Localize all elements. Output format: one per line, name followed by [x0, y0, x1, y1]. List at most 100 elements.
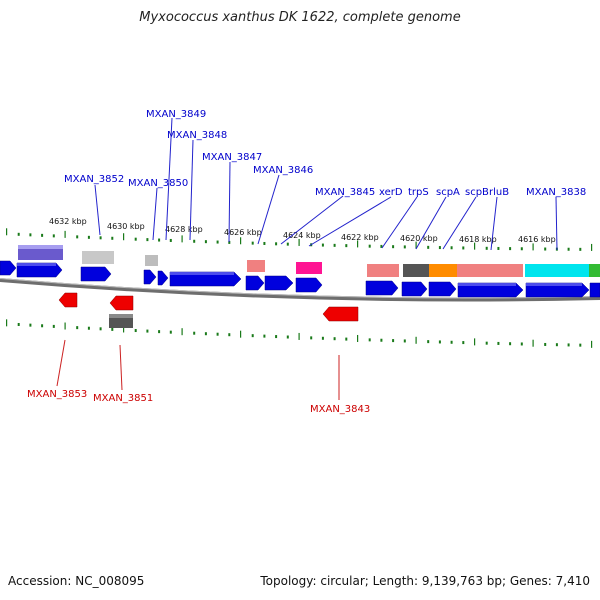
minor-tick — [193, 239, 196, 243]
major-tick — [591, 243, 593, 251]
forward-gene-arrow — [428, 281, 457, 297]
minor-tick — [111, 236, 114, 240]
major-tick — [240, 330, 242, 338]
minor-tick — [392, 339, 395, 343]
minor-tick — [579, 343, 582, 347]
minor-tick — [462, 341, 465, 345]
major-tick — [123, 325, 125, 333]
major-tick — [591, 340, 593, 348]
reverse-gene-arrow — [322, 306, 359, 322]
minor-tick — [99, 236, 102, 240]
minor-tick — [427, 245, 430, 249]
minor-tick — [403, 339, 406, 343]
minor-tick — [52, 324, 55, 328]
minor-tick — [134, 237, 137, 241]
minor-tick — [450, 246, 453, 250]
forward-gene-arrow — [365, 280, 399, 296]
major-tick — [415, 241, 417, 249]
feature-block — [403, 264, 429, 277]
minor-tick — [52, 234, 55, 238]
minor-tick — [567, 343, 570, 347]
ruler-label: 4630 kbp — [107, 222, 145, 231]
minor-tick — [275, 242, 278, 246]
feature-block — [82, 251, 114, 264]
minor-tick — [251, 334, 254, 338]
minor-tick — [520, 342, 523, 346]
reverse-genes — [58, 292, 359, 322]
ruler-label: 4632 kbp — [49, 217, 87, 226]
minor-tick — [286, 335, 289, 339]
minor-tick — [380, 244, 383, 248]
major-tick — [357, 334, 359, 342]
reverse-gene-arrow — [58, 292, 78, 308]
reverse-gene-labels: MXAN_3853 MXAN_3851 MXAN_3843 — [27, 389, 370, 415]
ruler-labels: 4632 kbp 4630 kbp 4628 kbp 4626 kbp 4624… — [49, 217, 556, 244]
feature-block — [367, 264, 399, 277]
minor-tick — [380, 338, 383, 342]
gene-label-mxan-3851: MXAN_3851 — [93, 393, 153, 404]
gene-label-mxan-3845: MXAN_3845 — [315, 187, 375, 198]
major-tick — [181, 328, 183, 336]
minor-tick — [497, 341, 500, 345]
gene-label-mxan-3848: MXAN_3848 — [167, 130, 227, 141]
ruler-label: 4624 kbp — [283, 231, 321, 240]
accession-text: Accession: NC_008095 — [8, 574, 145, 588]
gene-label-rlub: rluB — [489, 187, 509, 198]
minor-tick — [345, 337, 348, 341]
minor-tick — [392, 245, 395, 249]
minor-tick — [485, 246, 488, 250]
minor-tick — [403, 245, 406, 249]
minor-tick — [485, 341, 488, 345]
minor-tick — [263, 241, 266, 245]
minor-tick — [216, 332, 219, 336]
gene-label-mxan-3838: MXAN_3838 — [526, 187, 586, 198]
minor-tick — [438, 246, 441, 250]
genome-summary-text: Topology: circular; Length: 9,139,763 bp… — [260, 574, 590, 588]
ruler-label: 4618 kbp — [459, 235, 497, 244]
annotation-blocks — [18, 245, 600, 277]
feature-block — [457, 264, 523, 277]
feature-block — [589, 264, 600, 277]
feature-block — [429, 264, 457, 277]
major-tick — [240, 237, 242, 245]
minor-tick — [17, 232, 20, 236]
minor-tick — [76, 326, 79, 330]
minor-tick — [275, 335, 278, 339]
reverse-annotation — [109, 314, 133, 328]
minor-tick — [193, 331, 196, 335]
minor-tick — [17, 322, 20, 326]
minor-tick — [333, 243, 336, 247]
minor-tick — [579, 247, 582, 251]
minor-tick — [29, 233, 32, 237]
ruler-label: 4626 kbp — [224, 228, 262, 237]
minor-tick — [567, 247, 570, 251]
ruler-label: 4622 kbp — [341, 233, 379, 242]
lower-tick-track — [6, 319, 593, 348]
minor-tick — [345, 244, 348, 248]
minor-tick — [41, 324, 44, 328]
minor-tick — [321, 336, 324, 340]
minor-tick — [29, 323, 32, 327]
major-tick — [64, 230, 66, 238]
minor-tick — [544, 247, 547, 251]
gene-label-mxan-3852: MXAN_3852 — [64, 174, 124, 185]
forward-gene-arrow — [589, 282, 600, 298]
gene-label-scpa: scpA — [436, 187, 460, 198]
minor-tick — [76, 235, 79, 239]
minor-tick — [286, 242, 289, 246]
minor-tick — [555, 343, 558, 347]
minor-tick — [158, 330, 161, 334]
minor-tick — [310, 336, 313, 340]
minor-tick — [509, 342, 512, 346]
forward-gene-arrow — [401, 281, 428, 297]
gene-label-trps: trpS — [408, 187, 429, 198]
forward-gene-arrow — [0, 260, 17, 276]
minor-tick — [111, 327, 114, 331]
major-tick — [357, 240, 359, 248]
minor-tick — [333, 337, 336, 341]
gene-label-mxan-3849: MXAN_3849 — [146, 109, 206, 120]
gene-label-scpb: scpB — [465, 187, 489, 198]
minor-tick — [134, 329, 137, 333]
major-tick — [474, 338, 476, 346]
